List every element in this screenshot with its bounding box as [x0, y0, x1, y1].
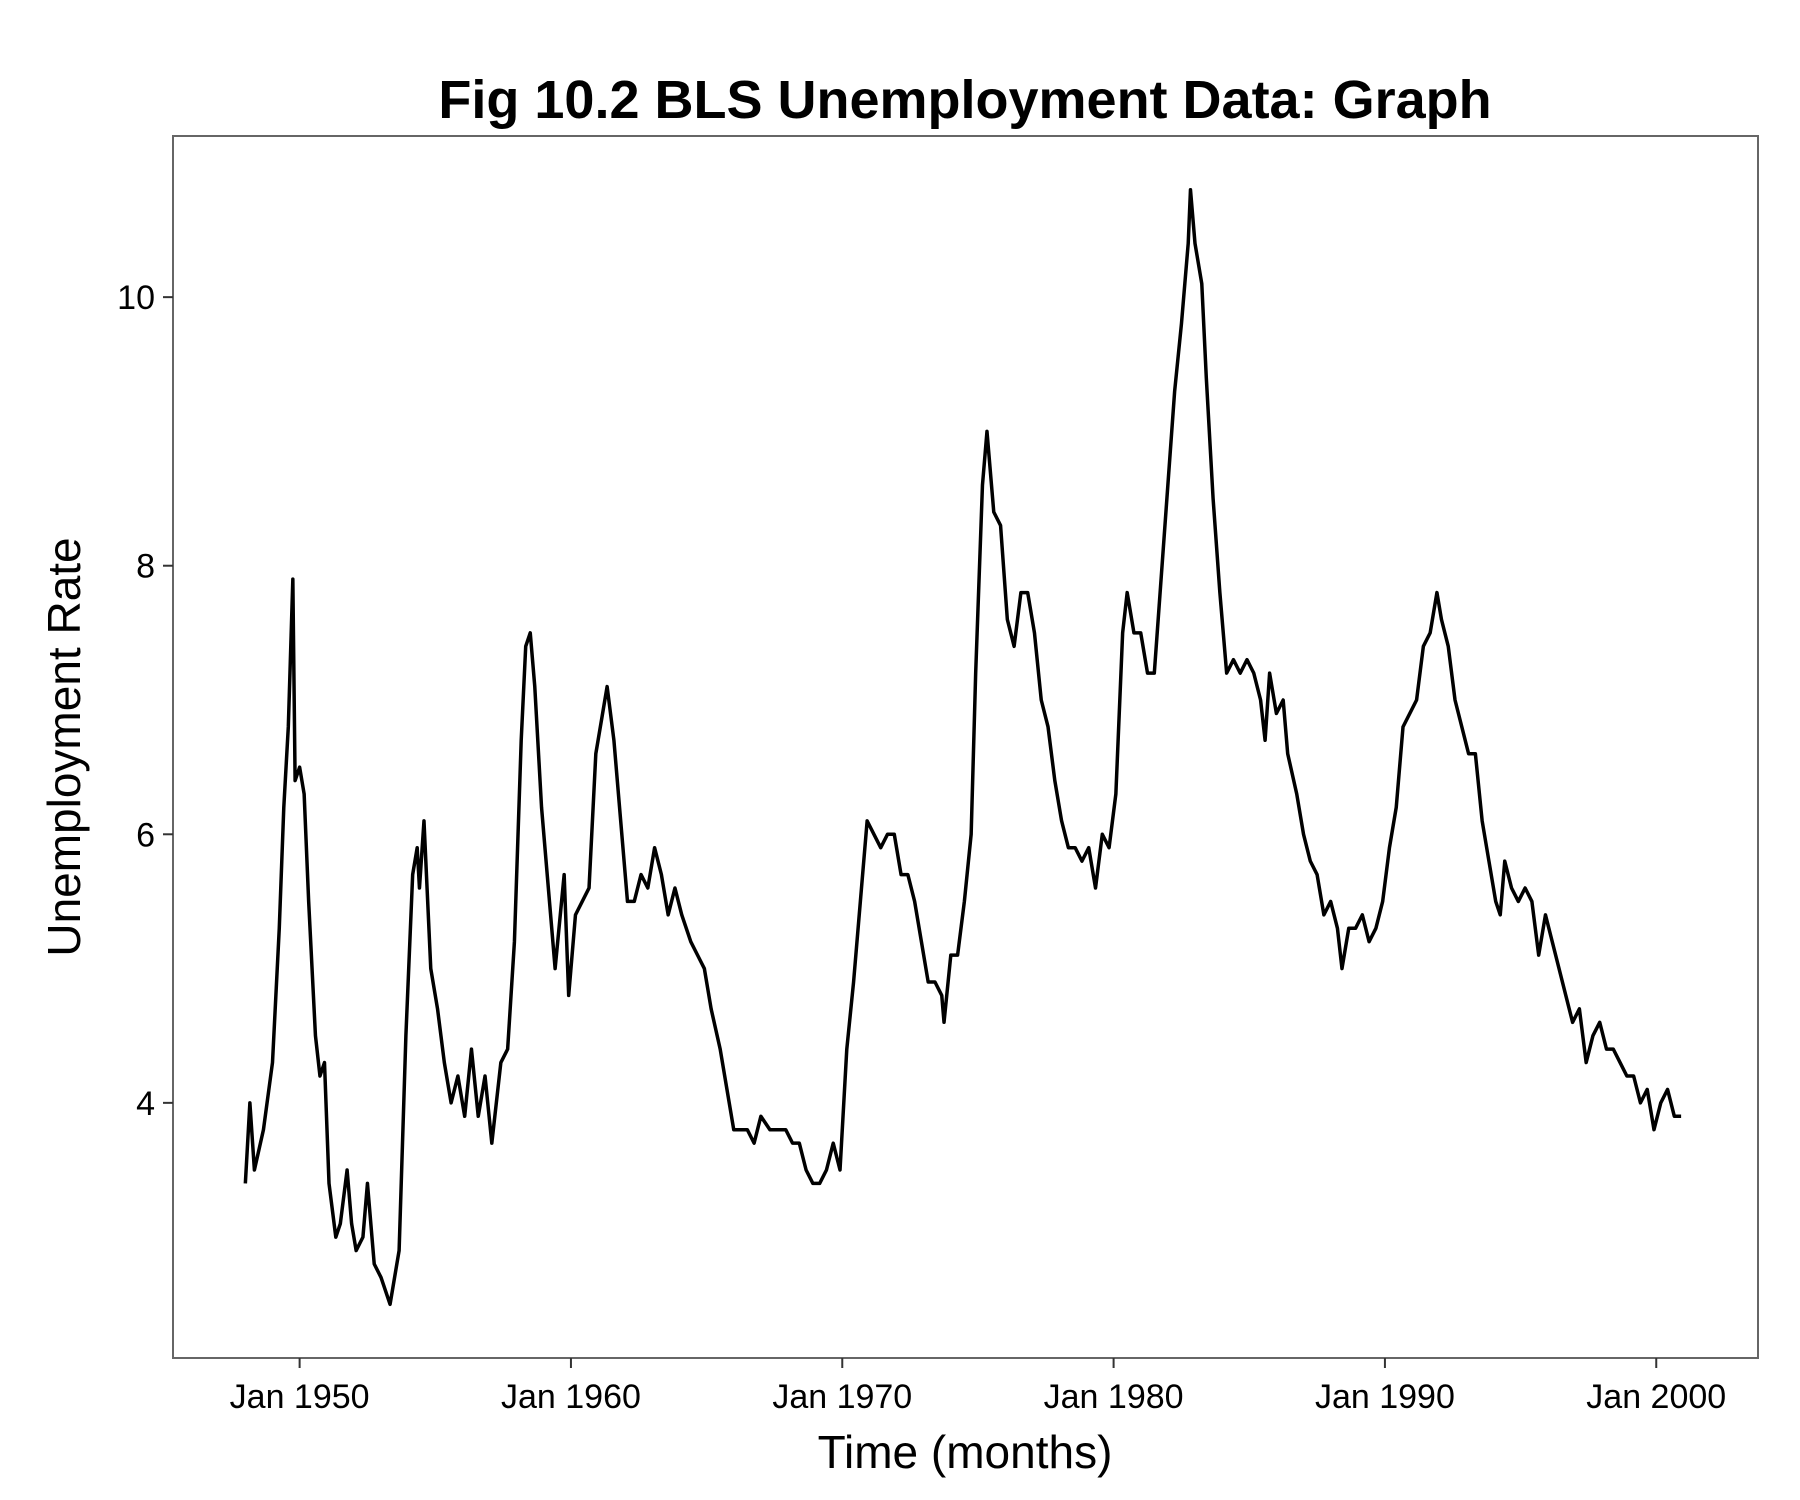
y-tick-label: 6 [136, 816, 155, 854]
data-line [243, 187, 1682, 1307]
x-tick-label: Jan 1990 [1315, 1378, 1455, 1416]
y-tick-label: 4 [136, 1085, 155, 1123]
chart-title: Fig 10.2 BLS Unemployment Data: Graph [438, 70, 1491, 130]
plot-frame [172, 135, 1759, 1359]
y-tick-label: 10 [117, 279, 155, 317]
y-axis-title: Unemployment Rate [38, 537, 90, 956]
x-tick-label: Jan 1980 [1044, 1378, 1184, 1416]
x-tick-label: Jan 1970 [772, 1378, 912, 1416]
x-tick-label: Jan 1950 [230, 1378, 370, 1416]
x-axis-title: Time (months) [818, 1426, 1113, 1478]
x-tick-label: Jan 2000 [1586, 1378, 1726, 1416]
x-tick-label: Jan 1960 [501, 1378, 641, 1416]
y-tick-label: 8 [136, 548, 155, 586]
